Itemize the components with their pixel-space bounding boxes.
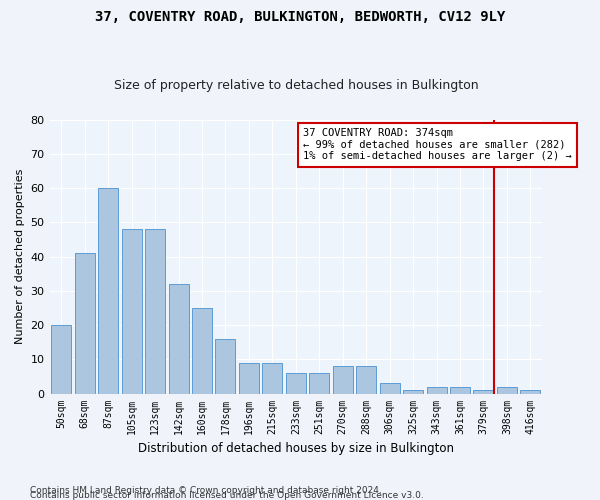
Bar: [52, 325, 71, 394]
Text: Contains HM Land Registry data © Crown copyright and database right 2024.: Contains HM Land Registry data © Crown c…: [30, 486, 382, 495]
Bar: [403, 390, 423, 394]
Bar: [310, 373, 329, 394]
Bar: [192, 308, 212, 394]
Bar: [333, 366, 353, 394]
Bar: [356, 366, 376, 394]
Bar: [473, 390, 493, 394]
Bar: [520, 390, 541, 394]
Text: Contains public sector information licensed under the Open Government Licence v3: Contains public sector information licen…: [30, 491, 424, 500]
Bar: [497, 386, 517, 394]
Y-axis label: Number of detached properties: Number of detached properties: [15, 169, 25, 344]
Title: Size of property relative to detached houses in Bulkington: Size of property relative to detached ho…: [113, 79, 478, 92]
X-axis label: Distribution of detached houses by size in Bulkington: Distribution of detached houses by size …: [138, 442, 454, 455]
Bar: [169, 284, 188, 394]
Bar: [262, 362, 283, 394]
Bar: [450, 386, 470, 394]
Bar: [286, 373, 306, 394]
Bar: [75, 253, 95, 394]
Bar: [122, 229, 142, 394]
Bar: [215, 339, 235, 394]
Bar: [427, 386, 446, 394]
Bar: [145, 229, 165, 394]
Text: 37 COVENTRY ROAD: 374sqm
← 99% of detached houses are smaller (282)
1% of semi-d: 37 COVENTRY ROAD: 374sqm ← 99% of detach…: [303, 128, 572, 162]
Bar: [239, 362, 259, 394]
Bar: [380, 384, 400, 394]
Text: 37, COVENTRY ROAD, BULKINGTON, BEDWORTH, CV12 9LY: 37, COVENTRY ROAD, BULKINGTON, BEDWORTH,…: [95, 10, 505, 24]
Bar: [98, 188, 118, 394]
